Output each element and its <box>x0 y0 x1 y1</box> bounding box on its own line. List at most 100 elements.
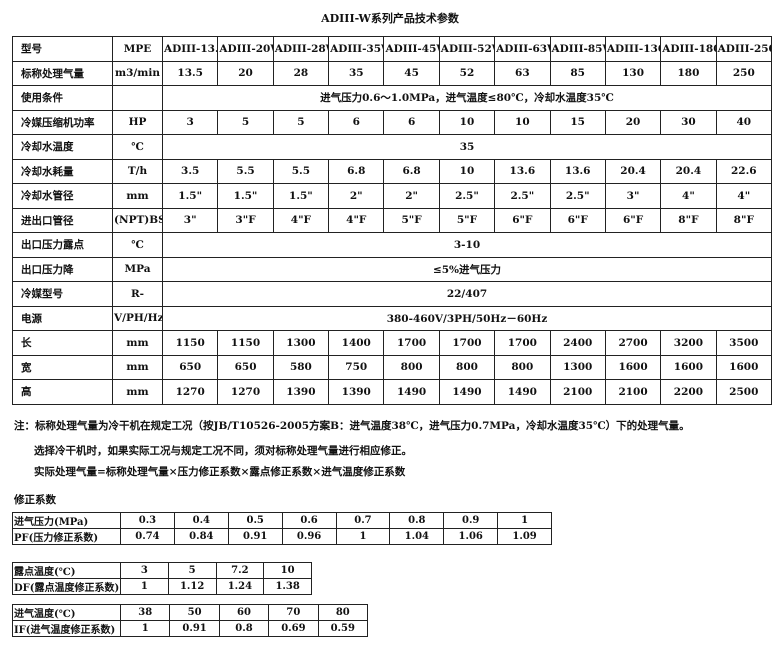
value-cell: 5"F <box>438 207 496 233</box>
table-row: 使用条件 进气压力0.6～1.0MPa，进气温度≤80℃，冷却水温度35℃ <box>12 85 772 111</box>
value-cell: 10 <box>494 109 551 135</box>
value-cell: 1 <box>120 578 169 595</box>
value-cell: 1.24 <box>215 578 265 595</box>
value-cell: 8"F <box>715 207 773 233</box>
value-cell: 52 <box>438 60 496 86</box>
value-cell: 1390 <box>328 379 385 405</box>
value-cell: 1.5" <box>161 183 219 209</box>
row-label: IF(进气温度修正系数) <box>12 620 121 637</box>
value-cell: 650 <box>217 354 274 380</box>
value-cell: 40 <box>715 109 773 135</box>
unit-cell: MPa <box>112 256 163 282</box>
value-cell: 0.5 <box>227 512 283 529</box>
value-cell: 10 <box>438 109 496 135</box>
value-cell: 6 <box>383 109 440 135</box>
value-cell: 2200 <box>660 379 717 405</box>
value-cell: 2700 <box>604 330 662 356</box>
header-cell: ADIII-130W <box>604 36 662 62</box>
header-cell: ADIII-28W <box>272 36 330 62</box>
unit-cell: ℃ <box>112 232 163 258</box>
value-cell: 1 <box>335 528 391 545</box>
value-cell: 10 <box>438 158 496 184</box>
value-cell: 0.8 <box>389 512 445 529</box>
span-cell: ≤5%进气压力 <box>162 256 772 282</box>
value-cell: 180 <box>660 60 717 86</box>
table-row: 宽 mm 650 650 580 750 800 800 800 1300 1600 1600 1600 <box>12 354 773 380</box>
table-row: DF(露点温度修正系数) 1 1.12 1.24 1.38 <box>12 578 312 595</box>
pressure-table: 进气压力(MPa) 0.3 0.4 0.5 0.6 0.7 0.8 0.9 1 PF(压力修正系数… <box>12 512 552 545</box>
value-cell: 13.5 <box>161 60 219 86</box>
value-cell: 20 <box>604 109 662 135</box>
value-cell: 1150 <box>161 330 219 356</box>
value-cell: 1700 <box>438 330 496 356</box>
row-label: 长 <box>12 330 113 356</box>
value-cell: 750 <box>328 354 385 380</box>
value-cell: 0.91 <box>169 620 220 637</box>
value-cell: 8"F <box>660 207 717 233</box>
row-label: 冷却水管径 <box>12 183 113 209</box>
value-cell: 800 <box>438 354 496 380</box>
note: 注：标称处理气量为冷干机在规定工况（按JB/T10526-2005方案B：进气温… <box>14 420 690 432</box>
value-cell: 0.4 <box>173 512 229 529</box>
row-label: DF(露点温度修正系数) <box>12 578 121 595</box>
header-cell: ADIII-63W <box>494 36 551 62</box>
value-cell: 3"F <box>217 207 274 233</box>
value-cell: 0.7 <box>335 512 391 529</box>
value-cell: 1.5" <box>272 183 330 209</box>
row-label: 冷却水温度 <box>12 134 113 160</box>
value-cell: 2100 <box>604 379 662 405</box>
value-cell: 1490 <box>438 379 496 405</box>
value-cell: 6"F <box>604 207 662 233</box>
value-cell: 1390 <box>272 379 330 405</box>
value-cell: 13.6 <box>494 158 551 184</box>
value-cell: 1700 <box>383 330 440 356</box>
value-cell: 85 <box>549 60 606 86</box>
value-cell: 3200 <box>660 330 717 356</box>
value-cell: 1400 <box>328 330 385 356</box>
row-label: 冷媒型号 <box>12 281 113 307</box>
unit-cell: mm <box>112 330 163 356</box>
header-cell: 型号 <box>12 36 113 62</box>
value-cell: 20.4 <box>604 158 662 184</box>
value-cell: 6"F <box>494 207 551 233</box>
table-row: PF(压力修正系数) 0.74 0.84 0.91 0.96 1 1.04 1.06 1.09 <box>12 528 552 545</box>
value-cell: 6.8 <box>328 158 385 184</box>
section-title: 修正系数 <box>14 494 56 506</box>
row-label: 宽 <box>12 354 113 380</box>
value-cell: 250 <box>715 60 773 86</box>
value-cell: 0.6 <box>281 512 337 529</box>
row-label: 标称处理气量 <box>12 60 113 86</box>
empty-cell <box>112 85 163 111</box>
header-cell: ADIII-52W <box>438 36 496 62</box>
value-cell: 1 <box>119 620 171 637</box>
value-cell: 50 <box>169 604 220 621</box>
value-cell: 2500 <box>715 379 773 405</box>
unit-cell: mm <box>112 379 163 405</box>
value-cell: 0.84 <box>173 528 229 545</box>
row-label: 露点温度(℃) <box>12 562 121 579</box>
table-row: 出口压力降 MPa ≤5%进气压力 <box>12 256 772 282</box>
value-cell: 1490 <box>383 379 440 405</box>
unit-cell: T/h <box>112 158 163 184</box>
table-row: 进气温度(℃) 38 50 60 70 80 <box>12 604 369 621</box>
value-cell: 1300 <box>272 330 330 356</box>
value-cell: 6 <box>328 109 385 135</box>
value-cell: 80 <box>317 604 369 621</box>
value-cell: 4"F <box>328 207 385 233</box>
header-cell: ADIII-20W <box>217 36 274 62</box>
value-cell: 1 <box>497 512 552 529</box>
title: ADIII-W系列产品技术参数 <box>321 12 459 25</box>
value-cell: 0.59 <box>317 620 369 637</box>
table-row: 标称处理气量 m3/min 13.5 20 28 35 45 52 63 85 130 180 250 <box>12 60 773 86</box>
value-cell: 6.8 <box>383 158 440 184</box>
header-cell: ADIII-85W <box>549 36 606 62</box>
value-cell: 5 <box>167 562 217 579</box>
table-row: 进出口管径(NPT)BSP3"3"F4"F4"F5"F5"F6"F6"F6"F8… <box>12 207 773 233</box>
value-cell: 3" <box>161 207 219 233</box>
value-cell: 7.2 <box>215 562 265 579</box>
table-row: 电源 V/PH/Hz 380-460V/3PH/50Hz－60Hz <box>12 305 772 331</box>
value-cell: 13.6 <box>549 158 606 184</box>
span-cell: 进气压力0.6～1.0MPa，进气温度≤80℃，冷却水温度35℃ <box>162 85 772 111</box>
value-cell: 0.96 <box>281 528 337 545</box>
row-label: 进气压力(MPa) <box>12 512 121 529</box>
